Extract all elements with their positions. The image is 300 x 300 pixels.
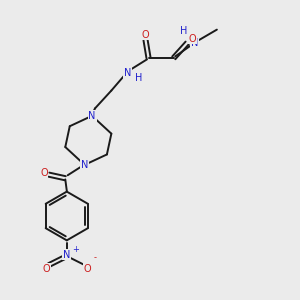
Text: O: O [40, 169, 48, 178]
Text: N: N [81, 160, 88, 170]
Text: H: H [181, 26, 188, 35]
Text: N: N [191, 38, 198, 48]
Text: N: N [124, 68, 131, 78]
Text: O: O [141, 30, 149, 40]
Text: N: N [88, 111, 96, 121]
Text: O: O [188, 34, 196, 44]
Text: +: + [72, 245, 79, 254]
Text: H: H [135, 73, 143, 83]
Text: O: O [42, 264, 50, 274]
Text: -: - [94, 253, 97, 262]
Text: N: N [63, 250, 70, 260]
Text: O: O [84, 264, 92, 274]
